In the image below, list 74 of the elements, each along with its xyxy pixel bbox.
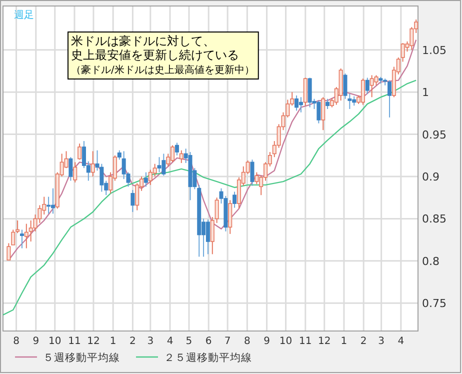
x-tick-label: 9 [264, 336, 270, 347]
candlestick [214, 197, 219, 224]
candlestick [370, 74, 374, 98]
annotation: 週足 [14, 10, 34, 21]
y-tick-label: 0.9 [422, 170, 440, 184]
y-tick-label: 1 [422, 86, 429, 100]
candlestick [206, 219, 210, 255]
x-tick-label: 3 [378, 336, 384, 347]
x-tick-label: 2 [360, 336, 367, 347]
candlestick [6, 242, 11, 261]
candlestick [162, 153, 166, 176]
x-tick-label: 6 [205, 336, 212, 347]
y-tick-label: 0.75 [422, 297, 446, 310]
candlestick [20, 229, 24, 249]
candlestick [50, 188, 55, 214]
x-tick-label: 1 [110, 336, 116, 347]
x-tick-label: 8 [244, 336, 250, 347]
x-tick-label: 10 [279, 336, 292, 347]
candlestick [250, 159, 254, 186]
candlestick [135, 182, 140, 211]
candlestick [157, 156, 162, 173]
candlestick [24, 223, 28, 249]
legend-label: ２５週移動平均線 [164, 352, 252, 364]
x-tick-label: 4 [166, 336, 174, 347]
annotation: 史上最安値を更新し続けている [71, 48, 239, 62]
y-tick-label: 0.8 [422, 254, 440, 268]
candlestick [303, 77, 308, 106]
candlestick [11, 229, 16, 246]
x-tick-label: 7 [224, 336, 231, 347]
candlestick [232, 191, 237, 208]
candlestick [210, 216, 214, 255]
x-tick-label: 10 [48, 336, 62, 347]
candlestick [152, 163, 157, 178]
x-tick-label: 3 [147, 336, 154, 347]
y-tick-label: 0.95 [422, 128, 446, 142]
x-tick-label: 2 [130, 336, 136, 347]
x-tick-label: 8 [13, 336, 20, 347]
candlestick [78, 143, 82, 160]
candlestick [294, 94, 299, 112]
legend-label: ５週移動平均線 [43, 352, 120, 364]
y-tick-label: 1.05 [422, 44, 446, 57]
candlestick [228, 200, 232, 234]
x-tick-label: 4 [398, 336, 404, 347]
candlestick [174, 142, 179, 156]
candlestick [400, 42, 405, 62]
note: 米ドルは豪ドルに対して、 史上最安値を更新し続けている （豪ドル/米ドルは史上最高値を更新中） [68, 32, 259, 80]
candlestick [46, 196, 51, 214]
candlestick [144, 172, 148, 188]
candlestick [321, 96, 326, 131]
candlestick [130, 190, 135, 212]
candlestick [343, 73, 348, 100]
candlestick [16, 220, 20, 234]
candlestick [298, 96, 303, 113]
candlestick [348, 93, 352, 110]
candlestick [326, 98, 330, 110]
candlestick [179, 150, 184, 164]
y-tick-label: 0.85 [422, 212, 446, 226]
candlestick [254, 172, 259, 185]
candlestick [73, 162, 78, 183]
annotation: 米ドルは豪ドルに対して、 [71, 34, 215, 48]
candlestick [90, 150, 95, 178]
candlestick [388, 80, 392, 118]
x-tick-label: 12 [318, 336, 331, 347]
candlestick [117, 150, 122, 160]
x-tick-label: 9 [32, 336, 40, 347]
annotation: （豪ドル/米ドルは史上最高値を更新中） [71, 64, 254, 76]
candlestick [360, 78, 365, 106]
candlestick [365, 77, 370, 94]
candlestick [68, 156, 73, 182]
x-tick-label: 5 [186, 336, 192, 347]
x-tick-label: 11 [299, 336, 312, 347]
x-tick-label: 11 [68, 336, 81, 347]
x-tick-label: 12 [87, 336, 100, 347]
x-tick-label: 1 [340, 336, 348, 347]
